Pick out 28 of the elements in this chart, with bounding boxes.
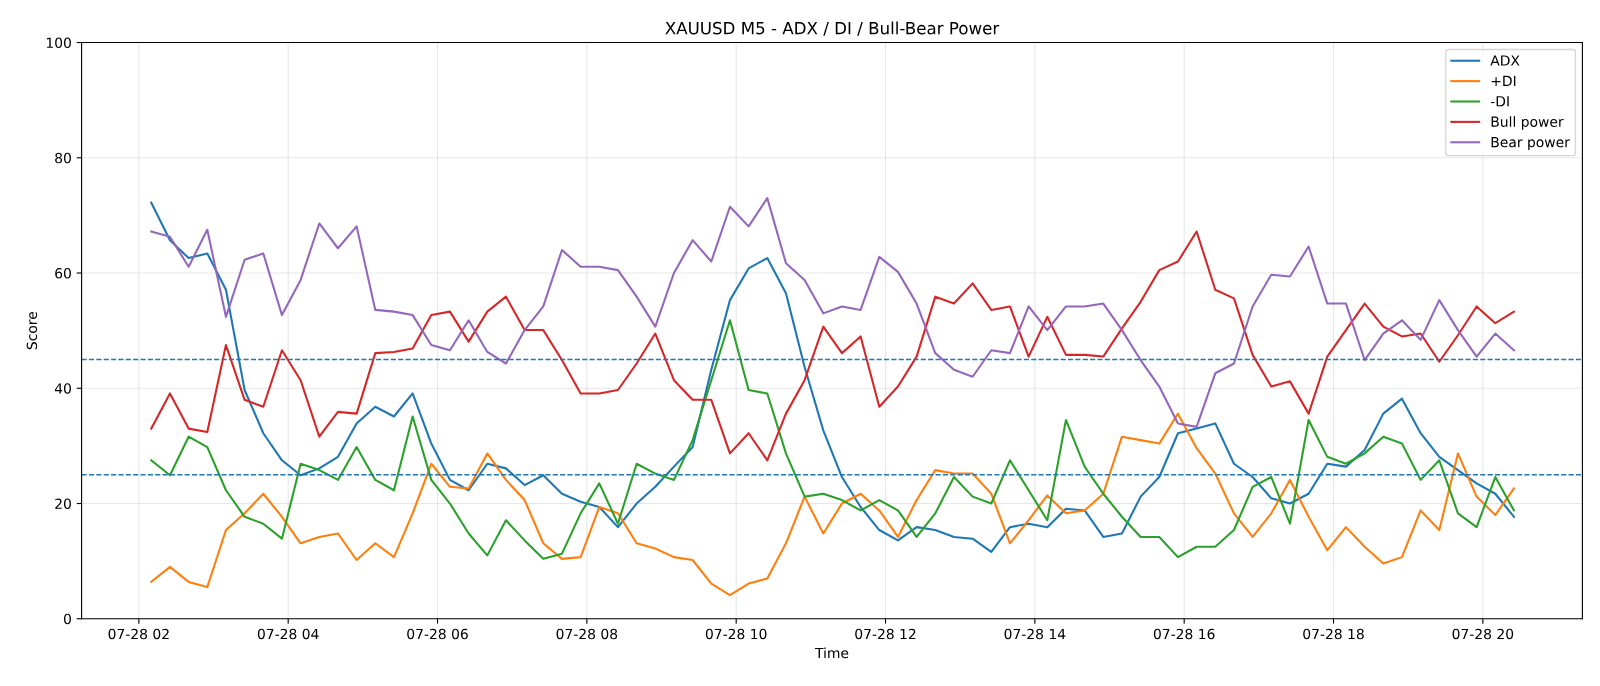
y-tick-label: 100 — [46, 37, 71, 49]
y-axis-title: Score — [26, 311, 38, 350]
y-tick-label: 20 — [55, 498, 71, 509]
legend-label: +DI — [1491, 75, 1516, 86]
line-series — [150, 230, 1515, 462]
x-tick-label: 07-28 20 — [1452, 628, 1514, 640]
line-series — [150, 197, 1515, 428]
x-tick-label: 07-28 12 — [855, 628, 916, 640]
x-tick-label: 07-28 14 — [1004, 628, 1066, 640]
chart-title: XAUUSD M5 - ADX / DI / Bull-Bear Power — [665, 21, 1000, 36]
y-tick-label: 60 — [55, 268, 71, 279]
legend-label: Bear power — [1491, 137, 1570, 151]
y-tick-label: 80 — [55, 152, 71, 164]
line-series — [150, 412, 1515, 597]
x-tick-label: 07-28 10 — [705, 628, 767, 640]
y-tick-label: 0 — [63, 613, 71, 625]
legend-label: ADX — [1490, 55, 1520, 66]
legend-label: Bull power — [1491, 116, 1564, 130]
x-axis-title: Time — [814, 647, 849, 659]
line-series — [150, 319, 1515, 560]
x-tick-label: 07-28 16 — [1153, 628, 1215, 640]
x-tick-label: 07-28 02 — [108, 628, 169, 640]
x-tick-label: 07-28 08 — [556, 628, 618, 640]
x-tick-label: 07-28 04 — [257, 628, 319, 640]
y-tick-label: 40 — [54, 383, 71, 394]
x-tick-label: 07-28 06 — [407, 628, 468, 640]
legend-label: -DI — [1490, 96, 1509, 107]
x-tick-label: 07-28 18 — [1303, 628, 1364, 640]
